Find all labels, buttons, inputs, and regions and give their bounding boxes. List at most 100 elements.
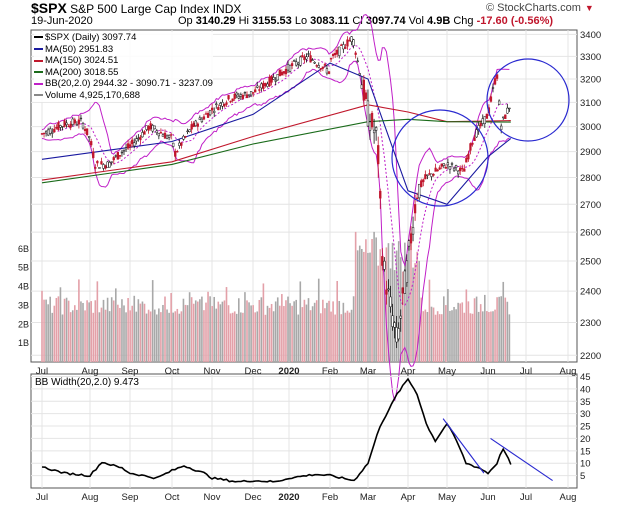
volume-bar — [164, 296, 166, 362]
price-candle — [178, 142, 181, 146]
volume-bar — [151, 280, 154, 362]
volume-bar — [479, 304, 482, 362]
volume-bar — [260, 297, 263, 362]
price-candle — [159, 132, 163, 134]
price-candle — [387, 288, 390, 291]
price-candle — [481, 118, 484, 124]
legend-item: MA(150) 3024.51 — [34, 55, 213, 67]
volume-bar — [354, 231, 357, 362]
price-candle — [413, 204, 417, 214]
volume-bar — [139, 303, 142, 362]
price-candle — [53, 128, 56, 133]
volume-bar — [397, 241, 400, 362]
volume-bar — [211, 306, 213, 362]
volume-bar — [328, 300, 330, 362]
price-candle — [227, 95, 230, 100]
volume-bar — [244, 292, 246, 362]
price-candle — [311, 59, 314, 61]
price-candle — [368, 121, 372, 131]
price-candle — [395, 327, 398, 343]
volume-bar — [176, 308, 179, 362]
volume-bar — [49, 296, 51, 362]
volume-bar — [276, 297, 279, 362]
price-candle — [182, 135, 185, 140]
open-label: Op — [178, 15, 193, 27]
price-candle — [506, 107, 509, 114]
price-candle — [219, 102, 222, 106]
volume-tick-label: 3B — [18, 300, 29, 310]
price-candle — [133, 142, 136, 147]
price-candle — [59, 125, 62, 128]
price-candle — [266, 83, 269, 87]
volume-bar — [299, 281, 302, 362]
price-tick-label: 3400 — [580, 30, 601, 41]
price-candle — [202, 116, 206, 120]
price-candle — [354, 52, 357, 55]
price-candle — [243, 91, 247, 94]
price-candle — [450, 163, 454, 165]
volume-bar — [473, 298, 476, 362]
bbwidth-panel-frame — [30, 373, 578, 489]
volume-bar — [420, 297, 423, 362]
volume-bar — [133, 295, 136, 362]
volume-bar — [174, 311, 177, 362]
price-candle — [475, 129, 478, 138]
volume-bar — [481, 311, 484, 362]
volume-bar — [229, 313, 232, 362]
price-candle — [299, 56, 302, 66]
volume-bar — [383, 268, 386, 362]
volume-bar — [463, 312, 466, 362]
price-candle — [372, 129, 376, 134]
price-candle — [221, 102, 224, 107]
x-tick-label: Jul — [520, 492, 532, 503]
price-candle — [247, 94, 251, 96]
volume-bar — [344, 312, 347, 362]
volume-bar — [88, 302, 90, 362]
volume-bar — [418, 260, 420, 362]
volume-bar — [61, 314, 64, 362]
x-tick-label: Aug — [82, 492, 99, 503]
price-candle — [416, 197, 419, 199]
volume-bar — [86, 300, 88, 362]
volume-bar — [121, 299, 123, 362]
stockcharts-logo[interactable]: © StockCharts.com ▼ — [486, 2, 594, 14]
volume-bar — [367, 252, 369, 362]
volume-bar — [65, 297, 68, 362]
volume-bar — [104, 309, 107, 362]
volume-bar — [178, 313, 181, 362]
price-candle — [325, 68, 329, 74]
price-candle — [446, 162, 450, 166]
x-tick-label: Sep — [122, 366, 139, 377]
change-value: -17.60 (-0.56%) — [476, 15, 554, 27]
price-candle — [81, 123, 85, 129]
volume-bar — [71, 310, 74, 362]
price-candle — [65, 122, 68, 125]
volume-bar — [313, 302, 316, 362]
price-candle — [383, 260, 386, 270]
volume-bar — [324, 308, 326, 362]
price-candle — [405, 260, 409, 283]
volume-bar — [123, 305, 125, 362]
price-candle — [167, 135, 171, 138]
volume-bar — [373, 231, 375, 362]
price-candle — [170, 134, 173, 136]
x-tick-label: Apr — [401, 492, 416, 503]
volume-bar — [340, 314, 343, 362]
price-candle — [461, 167, 464, 170]
low-value: 3083.11 — [310, 15, 350, 27]
price-candle — [334, 52, 337, 56]
volume-bar — [182, 298, 185, 362]
price-candle — [188, 129, 191, 132]
volume-bar — [63, 298, 66, 362]
price-candle — [485, 113, 489, 119]
price-tick-label: 2300 — [580, 318, 601, 329]
price-candle — [286, 64, 290, 71]
price-candle — [422, 179, 425, 183]
volume-bar — [41, 290, 43, 362]
price-candle — [284, 68, 288, 75]
price-candle — [430, 173, 433, 177]
price-candle — [356, 60, 359, 62]
volume-bar — [338, 300, 341, 362]
symbol: $SPX — [31, 0, 67, 16]
volume-bar — [57, 296, 60, 362]
